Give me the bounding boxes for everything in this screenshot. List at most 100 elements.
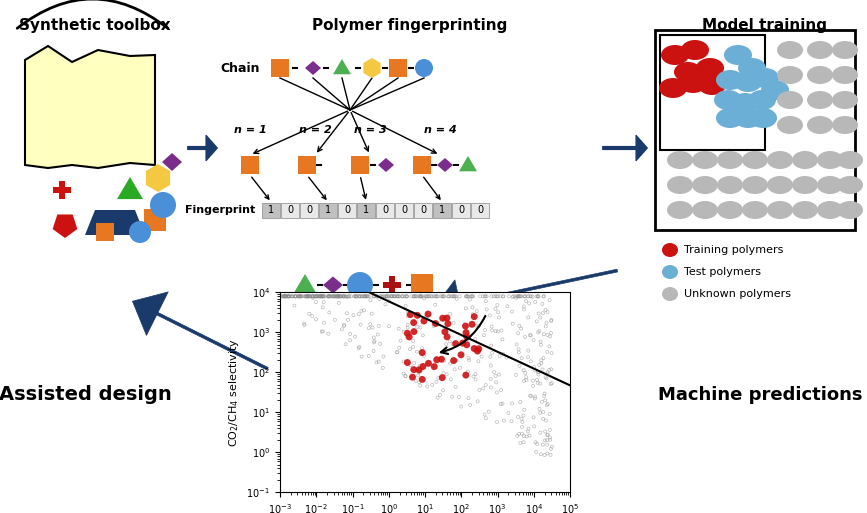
Point <box>532 327 546 335</box>
Point <box>310 292 323 301</box>
Point <box>544 349 558 357</box>
Polygon shape <box>117 177 143 199</box>
Text: n = 4: n = 4 <box>424 125 456 135</box>
Polygon shape <box>146 164 170 192</box>
Point <box>354 292 368 301</box>
Point <box>317 292 331 301</box>
Text: 1: 1 <box>439 205 445 215</box>
Point <box>519 297 533 305</box>
Point <box>466 292 480 301</box>
Point <box>531 292 545 301</box>
Point <box>541 400 555 408</box>
Point <box>331 292 345 301</box>
Point <box>436 292 450 301</box>
Point <box>313 292 327 301</box>
Point <box>326 292 340 301</box>
Point <box>502 292 516 301</box>
Point <box>285 292 299 301</box>
Point <box>492 313 506 322</box>
Bar <box>351 156 369 174</box>
Point <box>401 359 414 367</box>
Polygon shape <box>85 210 145 235</box>
Point <box>515 429 529 438</box>
Point <box>436 386 450 394</box>
Point <box>391 292 405 301</box>
Point <box>478 292 492 301</box>
Ellipse shape <box>777 91 803 109</box>
Point <box>299 292 313 301</box>
Text: Model training: Model training <box>702 18 827 33</box>
Point <box>538 306 552 314</box>
Point <box>528 394 542 403</box>
Point <box>540 449 554 458</box>
Polygon shape <box>363 58 381 78</box>
Point <box>443 310 457 318</box>
Point <box>303 310 316 318</box>
Point <box>533 408 547 417</box>
Point <box>327 292 341 301</box>
Point <box>459 322 473 330</box>
Ellipse shape <box>734 72 762 92</box>
Text: 0: 0 <box>287 205 293 215</box>
Point <box>517 292 531 301</box>
Point <box>339 340 353 348</box>
Point <box>385 292 399 301</box>
Point <box>282 292 296 301</box>
Point <box>484 352 498 361</box>
Point <box>521 292 535 301</box>
Point <box>494 386 508 394</box>
Point <box>544 316 558 324</box>
Point <box>490 292 504 301</box>
Point <box>430 292 444 301</box>
Point <box>460 341 473 349</box>
Ellipse shape <box>717 151 743 169</box>
Point <box>357 292 371 301</box>
Point <box>543 332 557 341</box>
Point <box>279 292 293 301</box>
Point <box>277 292 290 301</box>
Point <box>382 322 396 330</box>
Point <box>510 340 524 348</box>
Point <box>289 292 303 301</box>
Point <box>309 292 323 301</box>
Point <box>309 298 323 306</box>
Point <box>336 292 350 301</box>
Point <box>396 292 410 301</box>
Point <box>447 357 460 365</box>
Ellipse shape <box>662 287 678 301</box>
Point <box>380 292 394 301</box>
Point <box>298 292 312 301</box>
Point <box>294 292 308 301</box>
Point <box>334 292 348 301</box>
Point <box>517 305 531 313</box>
Point <box>419 292 433 301</box>
Point <box>306 292 320 301</box>
Point <box>365 309 379 318</box>
Point <box>543 342 557 350</box>
Point <box>489 372 503 380</box>
Point <box>338 292 352 301</box>
Point <box>302 292 316 301</box>
Point <box>522 299 536 307</box>
Point <box>395 292 409 301</box>
Point <box>341 315 355 324</box>
Point <box>434 355 448 363</box>
Ellipse shape <box>734 108 762 128</box>
Point <box>505 293 519 301</box>
Point <box>348 292 362 301</box>
Point <box>465 292 479 301</box>
Point <box>400 292 414 301</box>
Point <box>316 327 329 336</box>
Point <box>533 338 547 346</box>
Point <box>531 440 544 448</box>
Point <box>409 377 423 385</box>
Point <box>342 292 356 301</box>
Point <box>531 328 545 337</box>
Point <box>292 292 306 301</box>
Point <box>343 336 357 344</box>
Point <box>518 292 532 301</box>
Point <box>429 378 443 386</box>
Point <box>514 292 528 301</box>
Point <box>399 302 413 310</box>
Point <box>525 292 539 301</box>
